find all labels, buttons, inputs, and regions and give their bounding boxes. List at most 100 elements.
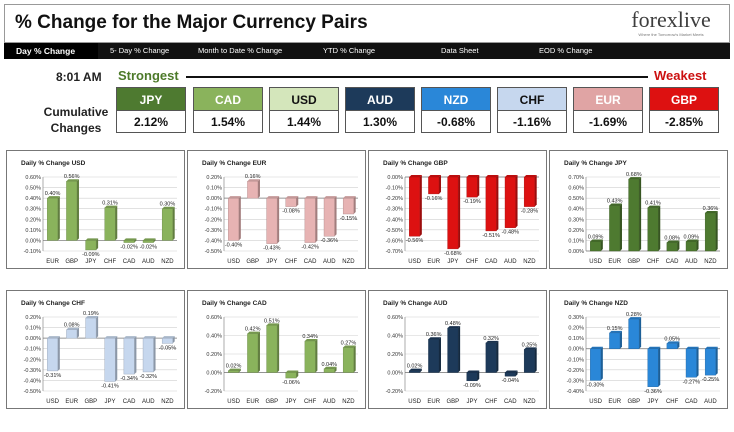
bar bbox=[266, 325, 278, 373]
chart-svg: Daily % Change GBP -0.70% -0.60% -0.50% -0.4… bbox=[383, 160, 539, 265]
data-label: -0.09% bbox=[82, 252, 100, 258]
bar bbox=[485, 176, 497, 232]
bar bbox=[647, 348, 659, 387]
chart-svg: Daily % Change AUD -0.20% 0.00% 0.20% 0.40% 0… bbox=[383, 300, 539, 405]
bar-side bbox=[96, 316, 99, 339]
x-tick-label: USD bbox=[589, 399, 602, 405]
bar-top bbox=[666, 240, 680, 243]
data-label: -0.30% bbox=[587, 382, 605, 388]
bar-top bbox=[304, 339, 318, 342]
data-label: 0.68% bbox=[626, 172, 642, 178]
x-tick-label: EUR bbox=[608, 259, 621, 265]
bar-top bbox=[123, 238, 137, 241]
bar-side bbox=[438, 337, 441, 373]
x-tick-label: CAD bbox=[123, 399, 136, 405]
data-label: 0.51% bbox=[264, 318, 280, 324]
bar-top bbox=[85, 238, 99, 241]
bar bbox=[123, 337, 135, 375]
y-tick-label: 0.10% bbox=[568, 336, 584, 342]
y-tick-label: -0.40% bbox=[24, 378, 42, 384]
tab-eod-change[interactable]: EOD % Change bbox=[539, 46, 593, 55]
x-tick-label: CHF bbox=[104, 259, 117, 265]
data-label: 0.34% bbox=[302, 334, 318, 340]
bar-top bbox=[66, 179, 79, 182]
x-tick-label: EUR bbox=[65, 399, 78, 405]
bar-side bbox=[458, 175, 461, 249]
data-label: -0.31% bbox=[44, 373, 62, 379]
bar-side bbox=[334, 366, 337, 373]
tab-5-day-change[interactable]: 5- Day % Change bbox=[110, 46, 170, 55]
bar-side bbox=[353, 196, 356, 214]
data-label: -0.02% bbox=[140, 245, 158, 251]
y-tick-label: -0.20% bbox=[24, 357, 42, 363]
x-tick-label: AUD bbox=[142, 399, 155, 405]
y-tick-label: 0.50% bbox=[568, 196, 584, 202]
bar-top bbox=[324, 366, 337, 369]
data-label: -0.42% bbox=[301, 245, 319, 251]
tab-day-change[interactable]: Day % Change bbox=[4, 43, 98, 59]
bar bbox=[85, 240, 97, 251]
data-label: 0.02% bbox=[407, 364, 423, 370]
bar-top bbox=[505, 370, 518, 373]
bar-side bbox=[353, 345, 356, 373]
currency-name: EUR bbox=[573, 87, 643, 111]
bar bbox=[685, 348, 697, 378]
y-tick-label: 0.40% bbox=[25, 196, 41, 202]
chart-title: Daily % Change EUR bbox=[202, 160, 267, 167]
bar-side bbox=[677, 240, 680, 251]
data-label: 0.25% bbox=[522, 342, 538, 348]
bar-top bbox=[228, 368, 241, 371]
bar bbox=[609, 205, 621, 252]
bar-top bbox=[123, 336, 137, 339]
bar-top bbox=[66, 327, 79, 330]
bar bbox=[104, 207, 116, 241]
bar-side bbox=[57, 196, 60, 241]
x-tick-label: CHF bbox=[285, 259, 298, 265]
bar-top bbox=[447, 326, 461, 329]
y-tick-label: -0.20% bbox=[567, 368, 585, 374]
bar-side bbox=[419, 368, 422, 373]
x-tick-label: AUD bbox=[323, 259, 336, 265]
data-label: -0.34% bbox=[120, 376, 138, 382]
tab-data-sheet[interactable]: Data Sheet bbox=[441, 46, 479, 55]
bar bbox=[142, 240, 154, 243]
x-tick-label: JPY bbox=[266, 259, 277, 265]
bar bbox=[161, 337, 173, 344]
bar-top bbox=[285, 370, 299, 373]
bar-top bbox=[705, 346, 718, 349]
y-tick-label: 0.30% bbox=[568, 217, 584, 223]
bar-side bbox=[600, 239, 603, 251]
tab-month-to-date-change[interactable]: Month to Date % Change bbox=[198, 46, 283, 55]
x-tick-label: NZD bbox=[523, 259, 536, 265]
x-tick-label: USD bbox=[46, 399, 59, 405]
y-tick-label: -0.20% bbox=[386, 196, 404, 202]
bar-side bbox=[172, 336, 175, 344]
y-tick-label: -0.10% bbox=[24, 249, 42, 255]
y-tick-label: -0.40% bbox=[205, 238, 223, 244]
y-tick-label: 0.00% bbox=[387, 371, 403, 377]
y-tick-label: 0.20% bbox=[206, 352, 222, 358]
currency-box-usd: USD 1.44% bbox=[269, 87, 339, 133]
tab-ytd-change[interactable]: YTD % Change bbox=[323, 46, 376, 55]
bar-top bbox=[590, 346, 603, 349]
currency-name: CAD bbox=[193, 87, 263, 111]
currency-cumulative-value: 1.30% bbox=[345, 111, 415, 133]
bar-side bbox=[534, 347, 537, 373]
bar-side bbox=[658, 205, 661, 251]
currency-box-eur: EUR -1.69% bbox=[573, 87, 643, 133]
bar-top bbox=[686, 239, 699, 242]
forexlive-logo[interactable]: forexlive Where the Tomorrow's Market Me… bbox=[621, 8, 721, 40]
chart-aud: Daily % Change AUD -0.20% 0.00% 0.20% 0.40% 0… bbox=[368, 290, 547, 409]
bar-side bbox=[238, 196, 241, 241]
bar-side bbox=[96, 238, 99, 250]
x-tick-label: CHF bbox=[304, 399, 317, 405]
x-tick-label: CHF bbox=[485, 399, 498, 405]
y-tick-label: 0.40% bbox=[568, 207, 584, 213]
data-label: 0.36% bbox=[703, 206, 719, 212]
data-label: 0.28% bbox=[626, 312, 642, 318]
x-tick-label: NZD bbox=[342, 259, 355, 265]
data-label: -0.40% bbox=[225, 242, 243, 248]
bar bbox=[704, 212, 716, 252]
logo-tagline: Where the Tomorrow's Market Meets bbox=[638, 32, 704, 37]
bar bbox=[628, 318, 640, 349]
